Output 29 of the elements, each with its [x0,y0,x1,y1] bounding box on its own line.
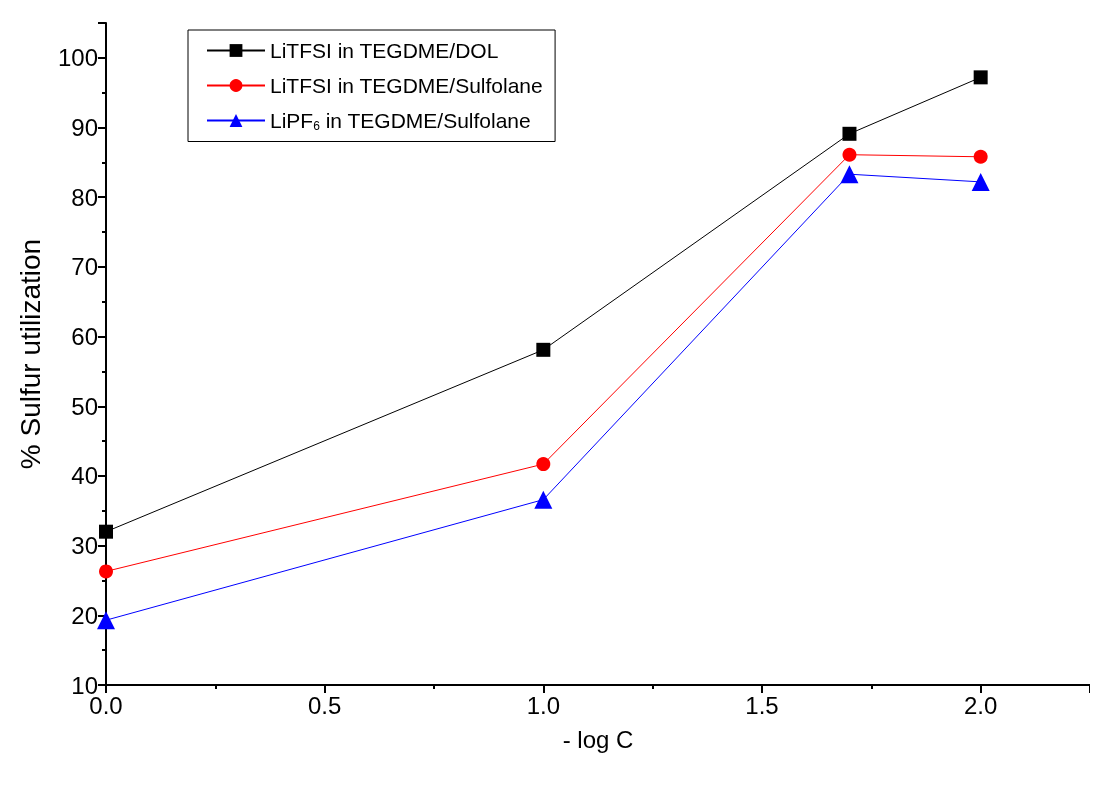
y-axis-title: % Sulfur utilization [14,238,46,470]
y-tick-label: 50 [71,392,98,420]
point [536,342,551,357]
point [97,611,115,630]
point [842,147,857,162]
point [973,70,988,85]
point [842,126,857,141]
x-axis-title: - log C [562,725,634,753]
x-tick-label: 1.5 [745,691,779,719]
point [99,524,113,539]
point [971,172,990,191]
y-tick-label: 30 [71,532,98,560]
y-tick-label: 80 [71,183,98,211]
legend-label: LiTFSI in TEGDME/DOL [270,39,499,62]
y-tick-label: 100 [57,44,98,72]
point [840,165,859,184]
x-tick-label: 1.0 [526,691,561,719]
x-tick-label: 2.0 [963,691,998,719]
x-tick-label: 0.5 [307,691,342,719]
y-tick-label: 20 [71,601,98,629]
y-tick-label: 70 [71,253,98,281]
point [973,149,988,164]
point [99,564,113,579]
legend-label: LiTFSI in TEGDME/Sulfolane [270,74,543,97]
y-tick-label: 60 [71,323,98,351]
y-tick-label: 40 [71,462,98,490]
y-tick-label: 90 [71,114,98,142]
point [534,490,553,509]
point [536,457,551,472]
